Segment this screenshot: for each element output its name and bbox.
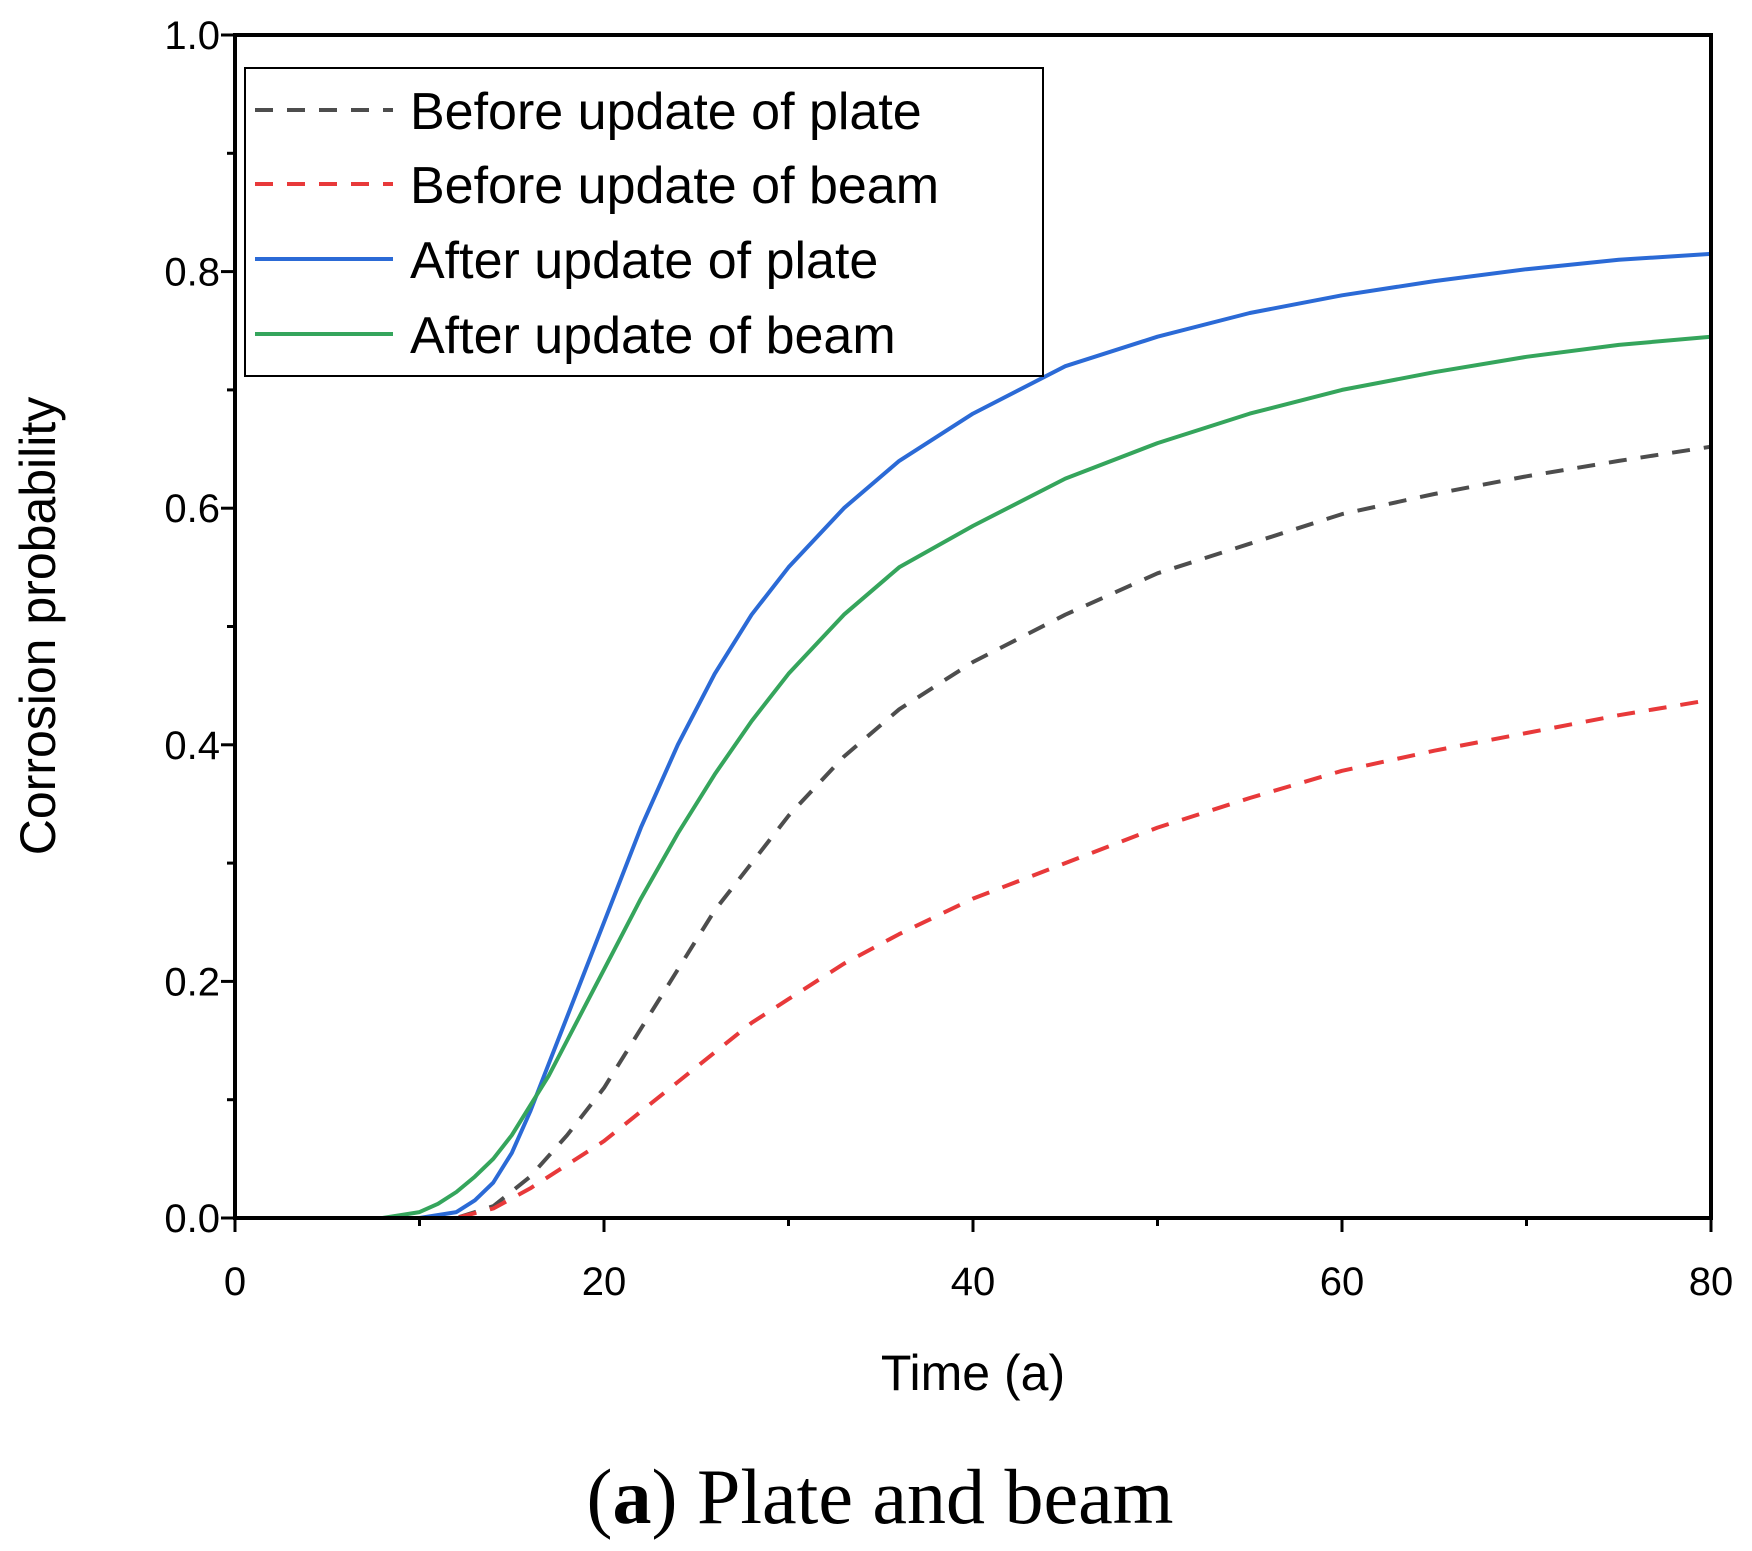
caption-bold: a	[613, 1453, 652, 1540]
legend-label-after-beam: After update of beam	[410, 307, 896, 365]
x-tick-label: 60	[1320, 1260, 1365, 1304]
x-tick-label: 40	[951, 1260, 996, 1304]
y-tick-label: 1.0	[164, 14, 220, 58]
x-axis-title: Time (a)	[881, 1345, 1065, 1401]
series-line-3	[235, 334, 1712, 1220]
y-tick-label: 0.4	[164, 724, 220, 768]
series-layer	[235, 251, 1712, 1220]
figure-caption: (a) Plate and beam	[587, 1453, 1174, 1540]
y-axis-title: Corrosion probability	[10, 397, 66, 856]
x-tick-label: 80	[1689, 1260, 1734, 1304]
y-tick-label: 0.6	[164, 487, 220, 531]
legend-label-after-plate: After update of plate	[410, 232, 878, 290]
caption-rest: ) Plate and beam	[652, 1453, 1174, 1540]
series-line-2	[235, 251, 1712, 1220]
legend-label-before-plate: Before update of plate	[410, 83, 922, 141]
tick-layer: 0 20 40 60 80 0.0 0.2 0.4 0.6 0.8 1.0	[164, 14, 1733, 1304]
caption-open: (	[587, 1453, 613, 1540]
legend: Before update of plate Before update of …	[244, 67, 1044, 377]
y-tick-label: 0.0	[164, 1197, 220, 1241]
legend-label-before-beam: Before update of beam	[410, 157, 939, 215]
series-line-1	[235, 697, 1712, 1220]
series-line-0	[235, 444, 1712, 1220]
x-tick-label: 20	[582, 1260, 627, 1304]
x-tick-label: 0	[224, 1260, 246, 1304]
legend-box	[244, 67, 1044, 377]
y-tick-label: 0.8	[164, 251, 220, 295]
y-tick-label: 0.2	[164, 960, 220, 1004]
